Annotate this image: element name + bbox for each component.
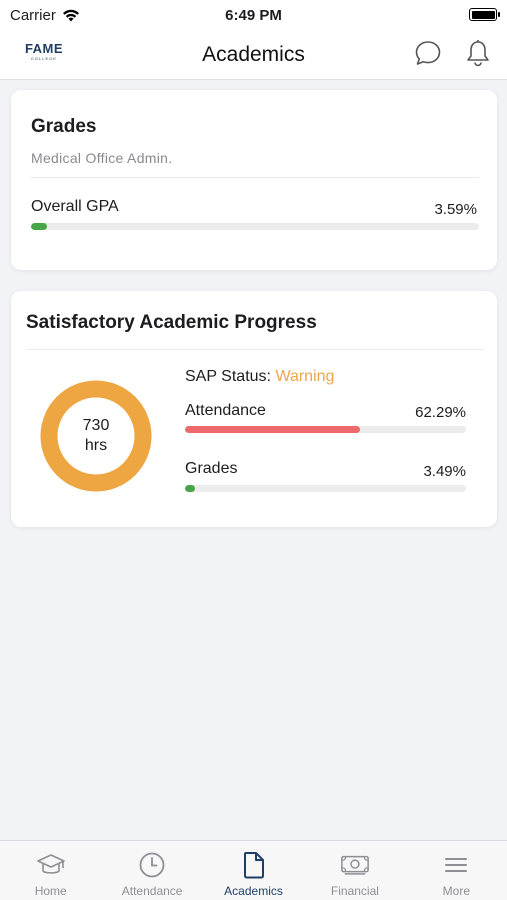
attendance-value: 62.29%: [415, 404, 466, 421]
bell-icon: [467, 40, 489, 67]
tab-academics[interactable]: Academics: [203, 841, 304, 900]
money-icon: [340, 850, 370, 880]
status-bar: Carrier 6:49 PM: [0, 0, 507, 30]
grades-label: Grades: [185, 460, 238, 477]
grades-card[interactable]: Grades Medical Office Admin. Overall GPA…: [11, 90, 497, 270]
grades-value: 3.49%: [423, 463, 466, 480]
chat-bubble-icon: [415, 41, 441, 65]
hours-donut-chart: [40, 380, 152, 492]
program-name: Medical Office Admin.: [31, 150, 173, 166]
attendance-label: Attendance: [185, 402, 266, 419]
tab-label: Academics: [224, 884, 283, 898]
document-icon: [239, 850, 269, 880]
divider: [26, 349, 484, 350]
gpa-progress-bar: [31, 223, 479, 230]
attendance-progress-bar: [185, 426, 466, 433]
sap-title: Satisfactory Academic Progress: [26, 312, 317, 333]
tab-home[interactable]: Home: [0, 841, 101, 900]
overall-gpa-label: Overall GPA: [31, 198, 119, 215]
app-header: FAME COLLEGE Academics: [0, 30, 507, 80]
overall-gpa-value: 3.59%: [434, 201, 477, 218]
page-title: Academics: [202, 42, 305, 66]
tab-label: Home: [34, 884, 67, 898]
carrier-label: Carrier: [10, 6, 56, 24]
logo-text: FAME: [24, 41, 64, 56]
grades-progress-fill: [185, 485, 195, 492]
chat-button[interactable]: [413, 38, 443, 68]
sap-status-value: Warning: [275, 368, 335, 385]
menu-icon: [441, 850, 471, 880]
sap-status: SAP Status: Warning: [185, 368, 334, 386]
hours-label: 730 hrs: [40, 380, 152, 492]
tab-attendance[interactable]: Attendance: [101, 841, 202, 900]
hours-value: 730: [82, 417, 110, 434]
tab-label: Attendance: [121, 884, 183, 898]
notifications-button[interactable]: [463, 38, 493, 68]
tab-label: More: [442, 884, 470, 898]
fame-logo: FAME COLLEGE: [24, 42, 64, 64]
sap-card[interactable]: Satisfactory Academic Progress 730 hrs S…: [11, 291, 497, 527]
bottom-tab-bar: Home Attendance Academics: [0, 840, 507, 900]
battery-icon: [469, 8, 500, 21]
clock-icon: [137, 850, 167, 880]
logo-subtext: COLLEGE: [31, 56, 57, 61]
attendance-progress-fill: [185, 426, 361, 433]
wifi-icon: [62, 9, 79, 21]
grades-title: Grades: [31, 116, 97, 137]
grades-progress-bar: [185, 485, 466, 492]
graduation-cap-icon: [36, 850, 66, 880]
hours-unit: hrs: [84, 437, 108, 454]
tab-label: Financial: [330, 884, 379, 898]
gpa-progress-fill: [31, 223, 48, 230]
divider: [31, 177, 479, 178]
sap-status-label: SAP Status:: [185, 368, 271, 385]
tab-financial[interactable]: Financial: [304, 841, 405, 900]
tab-more[interactable]: More: [406, 841, 507, 900]
status-left: Carrier: [10, 7, 80, 24]
